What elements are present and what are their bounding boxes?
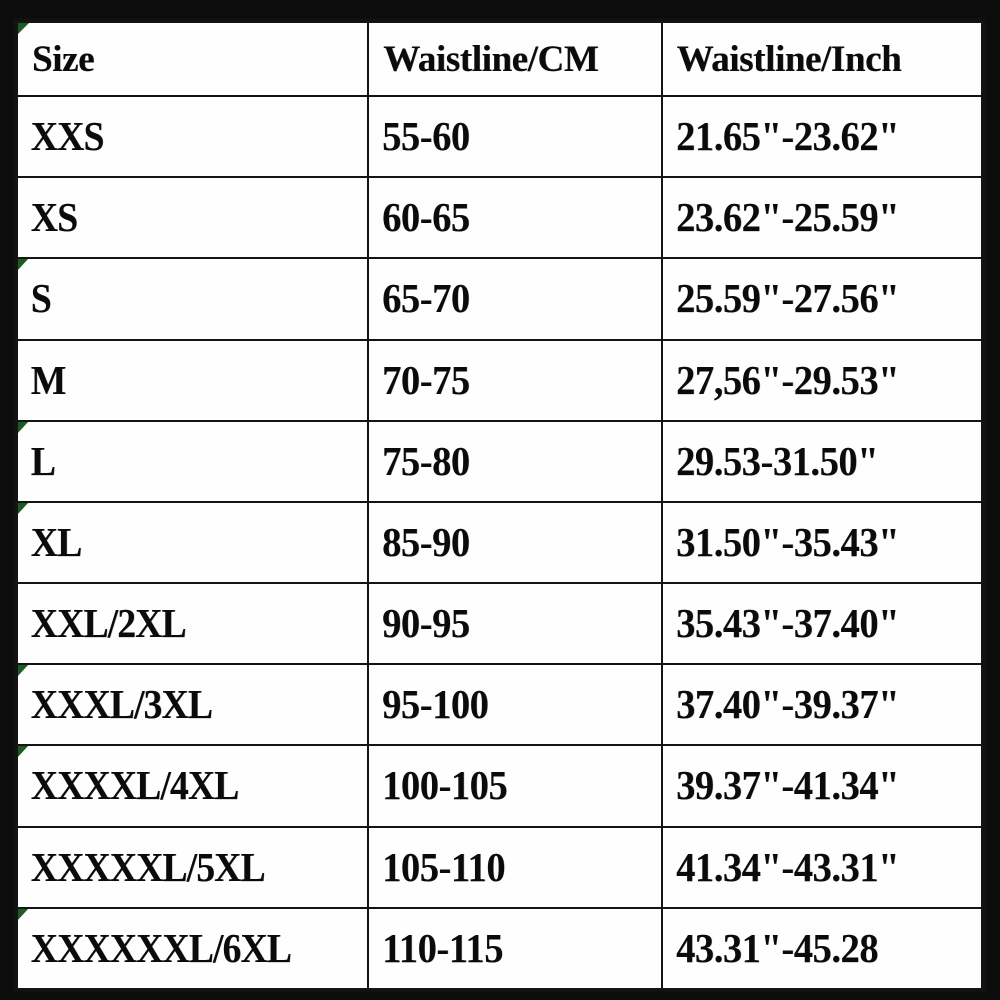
cell-size: XXS: [16, 94, 342, 179]
table-row: XS 60-65 23.62"-25.59": [16, 176, 982, 260]
cell-size: L: [16, 419, 342, 503]
cell-waistline-inch: 37.40"-39.37": [660, 663, 964, 747]
column-header-waistline-cm: Waistline/CM: [367, 21, 663, 97]
size-chart-sheet: Size Waistline/CM Waistline/Inch XXS 55-…: [13, 18, 986, 992]
column-header-waistline-inch: Waistline/Inch: [660, 21, 984, 97]
cell-waistline-cm: 65-70: [367, 257, 645, 341]
table-row: L 75-80 29.53-31.50": [16, 419, 982, 503]
cell-size: M: [16, 338, 342, 422]
cell-waistline-inch: 21.65"-23.62": [660, 94, 964, 179]
cell-waistline-inch: 27,56"-29.53": [660, 338, 964, 422]
cell-waistline-inch: 25.59"-27.56": [660, 257, 964, 341]
cell-waistline-inch: 29.53-31.50": [660, 419, 964, 503]
table-row: XXXL/3XL 95-100 37.40"-39.37": [16, 663, 982, 747]
cell-size: XXXL/3XL: [16, 663, 342, 747]
cell-waistline-cm: 60-65: [367, 176, 645, 260]
cell-size: XXXXL/4XL: [16, 744, 342, 828]
cell-waistline-inch: 43.31"-45.28: [660, 906, 964, 991]
cell-waistline-inch: 41.34"-43.31": [660, 825, 964, 909]
cell-waistline-cm: 90-95: [367, 582, 645, 666]
cell-waistline-cm: 100-105: [367, 744, 645, 828]
cell-waistline-cm: 55-60: [367, 94, 645, 179]
cell-waistline-cm: 95-100: [367, 663, 645, 747]
cell-waistline-inch: 39.37"-41.34": [660, 744, 964, 828]
cell-waistline-inch: 23.62"-25.59": [660, 176, 964, 260]
column-header-size: Size: [15, 21, 370, 97]
table-row: XXXXL/4XL 100-105 39.37"-41.34": [16, 744, 982, 828]
table-row: XL 85-90 31.50"-35.43": [16, 500, 982, 585]
cell-size: S: [16, 257, 342, 341]
cell-waistline-cm: 70-75: [367, 338, 645, 422]
cell-waistline-cm: 85-90: [367, 500, 645, 585]
table-row: XXL/2XL 90-95 35.43"-37.40": [16, 582, 982, 666]
cell-size: XXXXXL/5XL: [16, 825, 342, 909]
table-row: XXXXXXL/6XL 110-115 43.31"-45.28: [16, 906, 982, 991]
cell-size: XS: [16, 176, 342, 260]
cell-waistline-cm: 110-115: [367, 906, 645, 991]
cell-waistline-cm: 75-80: [367, 419, 645, 503]
table-row: XXXXXL/5XL 105-110 41.34"-43.31": [16, 825, 982, 909]
table-row: M 70-75 27,56"-29.53": [16, 338, 982, 422]
cell-waistline-cm: 105-110: [367, 825, 645, 909]
table-header: Size Waistline/CM Waistline/Inch: [15, 21, 984, 97]
header-row: Size Waistline/CM Waistline/Inch: [15, 21, 984, 97]
cell-size: XXXXXXL/6XL: [16, 906, 342, 991]
cell-size: XL: [16, 500, 342, 585]
cell-waistline-inch: 35.43"-37.40": [660, 582, 964, 666]
cell-size: XXL/2XL: [16, 582, 342, 666]
table-body: XXS 55-60 21.65"-23.62" XS 60-65 23.62"-…: [16, 94, 982, 991]
table-row: S 65-70 25.59"-27.56": [16, 257, 982, 341]
table-row: XXS 55-60 21.65"-23.62": [16, 94, 982, 179]
cell-waistline-inch: 31.50"-35.43": [660, 500, 964, 585]
size-chart-table: Size Waistline/CM Waistline/Inch XXS 55-…: [15, 21, 984, 991]
